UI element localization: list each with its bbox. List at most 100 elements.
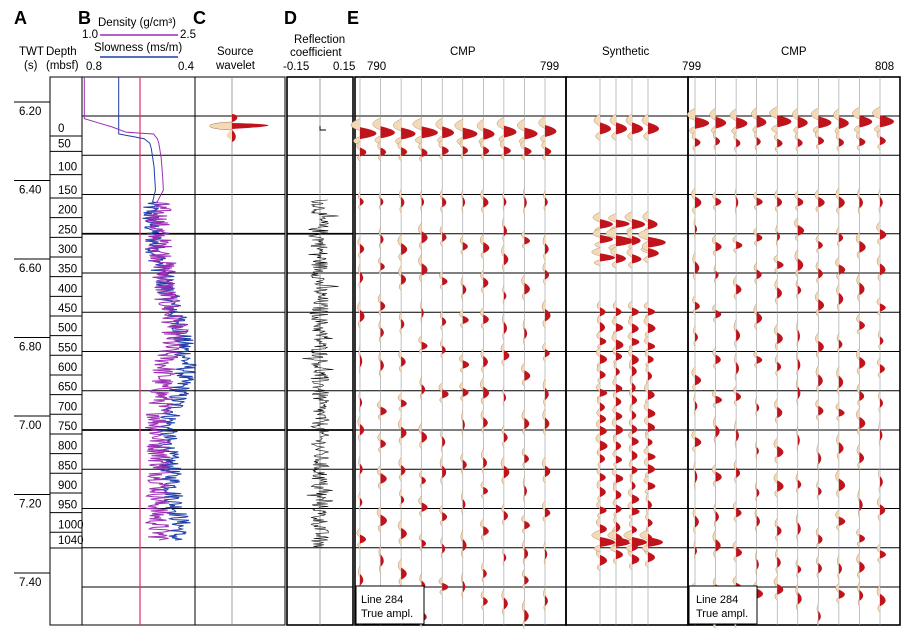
cmp-left-trace-lobe — [401, 426, 407, 439]
cmp-left-trace-lobe — [439, 271, 443, 280]
cmp-right-trace-lobe — [838, 264, 846, 275]
panel-letter-c: C — [193, 8, 206, 28]
cmp-left-trace-lobe — [440, 536, 443, 547]
synthetic-trace-lobe — [600, 537, 615, 547]
synthetic-trace-lobe — [629, 375, 633, 386]
cmp-right-trace-lobe — [835, 187, 840, 201]
synthetic-trace-lobe — [627, 487, 633, 498]
reflection-title-2: coefficient — [290, 47, 342, 59]
cmp-right-trace-lobe — [711, 389, 716, 399]
cmp-right-trace-lobe — [876, 543, 881, 553]
cmp-right-trace-lobe — [756, 446, 759, 455]
cmp-right-wiggles — [687, 77, 894, 629]
cmp-right-trace-lobe — [736, 392, 742, 402]
cmp-left-trace-lobe — [462, 284, 467, 295]
cmp-right-trace-lobe — [833, 108, 839, 121]
cmp-left-trace-lobe — [442, 389, 449, 399]
cmp-left-end: 799 — [540, 61, 559, 73]
cmp-left-trace-lobe — [442, 126, 454, 139]
synthetic-trace-lobe — [616, 455, 623, 464]
cmp-right-trace-lobe — [877, 272, 881, 282]
cmp-left-trace-lobe — [378, 256, 381, 266]
cmp-left-trace-lobe — [459, 235, 463, 245]
depth-tick-label: 400 — [58, 283, 77, 295]
cmp-left-trace-lobe — [542, 235, 546, 247]
cmp-left-trace-lobe — [542, 318, 546, 329]
cmp-left-trace-lobe — [503, 350, 510, 361]
cmp-right-trace-lobe — [695, 261, 700, 275]
synthetic-trace-lobe — [648, 518, 653, 528]
synthetic-trace-lobe — [616, 396, 622, 407]
cmp-right-trace-lobe — [836, 272, 840, 281]
cmp-right-trace-lobe — [775, 533, 778, 542]
cmp-right-trace-lobe — [755, 441, 757, 450]
cmp-left-trace-lobe — [440, 551, 443, 559]
synthetic-trace-lobe — [632, 507, 640, 516]
cmp-right-trace-lobe — [736, 547, 743, 558]
cmp-left-trace-lobe — [358, 491, 361, 501]
cmp-right-trace-lobe — [773, 576, 778, 588]
cmp-left-trace-lobe — [358, 364, 361, 374]
cmp-right-trace-lobe — [857, 187, 860, 201]
cmp-left-trace-lobe — [522, 187, 525, 201]
slowness-log — [118, 77, 197, 541]
synthetic-trace-lobe — [645, 493, 649, 504]
cmp-left-trace-lobe — [380, 300, 386, 311]
synthetic-trace-lobe — [648, 307, 656, 316]
cmp-left-trace-lobe — [421, 384, 426, 395]
cmp-left-trace-lobe — [483, 314, 489, 325]
cmp-left-trace-lobe — [481, 365, 484, 374]
cmp-right-trace-lobe — [715, 539, 721, 552]
synthetic-trace-lobe — [595, 432, 601, 444]
synthetic-trace-lobe — [612, 434, 617, 445]
cmp-left-trace-lobe — [476, 119, 484, 132]
cmp-right-trace-lobe — [777, 556, 781, 568]
cmp-right-trace-lobe — [711, 464, 716, 475]
cmp-right-trace-lobe — [818, 340, 824, 353]
cmp-right-trace-lobe — [715, 511, 719, 523]
cmp-left-trace-lobe — [521, 274, 525, 287]
cmp-left-trace-lobe — [461, 548, 463, 558]
cmp-right-trace-lobe — [734, 475, 737, 484]
cmp-right-trace-lobe — [751, 107, 757, 120]
cmp-right-trace-lobe — [687, 108, 696, 121]
cmp-left-trace-lobe — [442, 146, 449, 156]
cmp-right-trace-lobe — [695, 116, 710, 129]
cmp-left-trace-lobe — [522, 556, 525, 566]
cmp-right-trace-lobe — [713, 362, 716, 370]
synthetic-trace-lobe — [611, 331, 617, 343]
cmp-left-trace-lobe — [377, 140, 381, 151]
cmp-right-trace-lobe — [777, 260, 784, 270]
cmp-left-trace-lobe — [483, 525, 489, 536]
cmp-right-trace-lobe — [774, 489, 778, 498]
cmp-right-trace-lobe — [838, 478, 846, 492]
cmp-right-trace-lobe — [880, 398, 884, 408]
cmp-right-trace-lobe — [756, 115, 767, 128]
synthetic-trace-lobe — [648, 438, 653, 447]
depth-tick-label: 250 — [58, 224, 77, 236]
synthetic-trace-lobe — [595, 382, 601, 392]
cmp-right-trace-lobe — [880, 115, 894, 128]
cmp-left-trace-lobe — [483, 417, 488, 428]
synthetic-trace-lobe — [648, 408, 656, 419]
cmp-left-trace-lobe — [483, 277, 489, 289]
cmp-left-trace-lobe — [479, 377, 484, 391]
panel-letter-d: D — [284, 8, 297, 28]
synthetic-trace-lobe — [597, 314, 601, 326]
synthetic-trace-lobe — [648, 355, 654, 364]
cmp-left-trace-lobe — [401, 147, 408, 157]
cmp-left-trace-lobe — [419, 348, 422, 355]
cmp-left-trace-lobe — [480, 307, 484, 318]
wavelet-lobe — [232, 114, 238, 122]
cmp-left-trace-lobe — [418, 335, 422, 345]
cmp-right-trace-lobe — [857, 570, 860, 580]
line-label-box-left — [355, 585, 425, 625]
cmp-left-trace-lobe — [462, 387, 469, 397]
cmp-left-trace-lobe — [357, 415, 361, 428]
cmp-left-trace-lobe — [360, 309, 365, 323]
cmp-right-trace-lobe — [733, 319, 737, 333]
cmp-left-trace-lobe — [503, 432, 508, 443]
cmp-left-trace-lobe — [442, 196, 447, 208]
cmp-right-trace-lobe — [859, 589, 864, 601]
